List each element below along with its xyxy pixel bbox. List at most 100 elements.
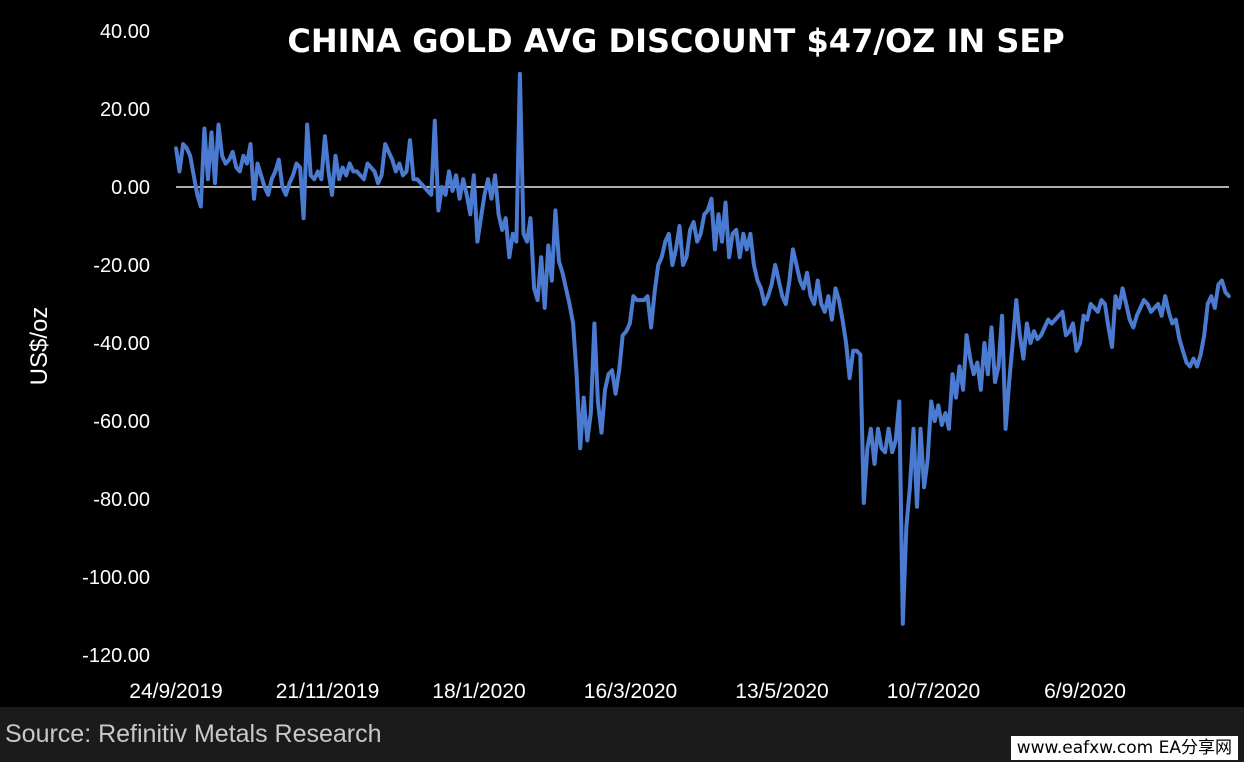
data-point	[1085, 317, 1089, 322]
data-point	[287, 181, 292, 185]
source-note: Source: Refinitiv Metals Research	[5, 720, 382, 748]
data-point	[915, 505, 919, 509]
data-point	[560, 271, 565, 275]
data-point	[550, 278, 554, 283]
data-point	[652, 290, 657, 295]
data-point	[1000, 313, 1004, 318]
data-point	[238, 169, 242, 174]
x-tick-label: 18/1/2020	[432, 680, 525, 703]
data-point	[876, 427, 880, 431]
data-point	[468, 212, 473, 217]
data-point	[936, 403, 941, 408]
data-point	[1145, 302, 1150, 306]
y-tick-label: -40.00	[93, 333, 150, 355]
data-point	[493, 173, 497, 178]
data-point	[812, 302, 816, 306]
data-point	[489, 196, 494, 201]
data-point	[422, 185, 427, 189]
data-point	[401, 173, 405, 178]
data-point	[337, 177, 341, 181]
data-point	[386, 150, 391, 154]
data-point	[230, 150, 235, 154]
data-point	[174, 146, 178, 150]
data-point	[823, 310, 827, 314]
data-point	[961, 388, 965, 392]
data-point	[503, 216, 508, 220]
data-point	[433, 118, 437, 123]
data-point	[181, 142, 185, 146]
data-point	[574, 372, 579, 377]
data-point	[986, 372, 990, 377]
data-point	[851, 349, 855, 353]
data-point	[347, 161, 352, 166]
data-point	[613, 391, 618, 396]
data-point	[1159, 313, 1164, 318]
data-point	[472, 173, 476, 178]
data-point	[787, 278, 792, 283]
y-tick-label: -120.00	[82, 645, 150, 667]
data-point	[805, 271, 809, 275]
data-point	[993, 380, 997, 384]
data-point	[854, 349, 859, 353]
data-point	[968, 356, 972, 361]
data-point	[252, 196, 256, 201]
data-point	[383, 142, 388, 146]
data-point	[323, 134, 327, 139]
data-point	[394, 169, 398, 174]
data-point	[227, 157, 231, 162]
x-tick-label: 13/5/2020	[735, 680, 828, 703]
data-point	[794, 263, 799, 267]
data-point	[308, 173, 313, 178]
data-point	[1028, 341, 1033, 345]
data-point	[677, 224, 682, 228]
data-point	[1032, 329, 1036, 334]
data-point	[922, 485, 926, 490]
data-point	[1046, 317, 1050, 322]
data-point	[1170, 321, 1175, 326]
data-point	[897, 399, 902, 404]
data-point	[638, 298, 643, 302]
data-point	[681, 263, 685, 267]
data-point	[1213, 306, 1217, 310]
data-point	[890, 450, 894, 455]
data-point	[539, 255, 543, 259]
data-point	[979, 388, 983, 392]
data-point	[698, 232, 703, 236]
data-point	[1149, 310, 1153, 314]
data-point	[1088, 302, 1093, 306]
data-point	[1120, 286, 1125, 291]
data-point	[195, 193, 200, 197]
data-point	[773, 263, 777, 267]
data-point	[755, 278, 760, 283]
data-point	[521, 232, 526, 236]
data-point	[1049, 321, 1054, 326]
data-point	[610, 368, 614, 373]
data-point	[379, 173, 384, 178]
data-point	[557, 259, 561, 263]
data-point	[1131, 325, 1136, 330]
data-point	[220, 154, 224, 158]
data-point	[284, 193, 288, 197]
data-point	[411, 177, 416, 181]
data-point	[723, 200, 728, 205]
data-point	[901, 622, 905, 626]
data-point	[1078, 341, 1082, 345]
data-point	[390, 157, 395, 162]
data-point	[847, 376, 852, 380]
data-point	[663, 239, 668, 244]
data-point	[266, 193, 271, 197]
data-point	[769, 282, 774, 287]
data-point	[716, 212, 721, 217]
data-point	[578, 446, 582, 451]
data-point	[691, 220, 696, 224]
data-point	[351, 169, 356, 174]
data-point	[667, 232, 671, 236]
y-tick-label: -100.00	[82, 567, 150, 589]
data-point	[833, 286, 838, 291]
data-point	[415, 177, 419, 181]
data-point	[461, 177, 466, 181]
data-point	[1209, 294, 1214, 299]
data-point	[957, 364, 962, 369]
data-point	[869, 427, 873, 431]
